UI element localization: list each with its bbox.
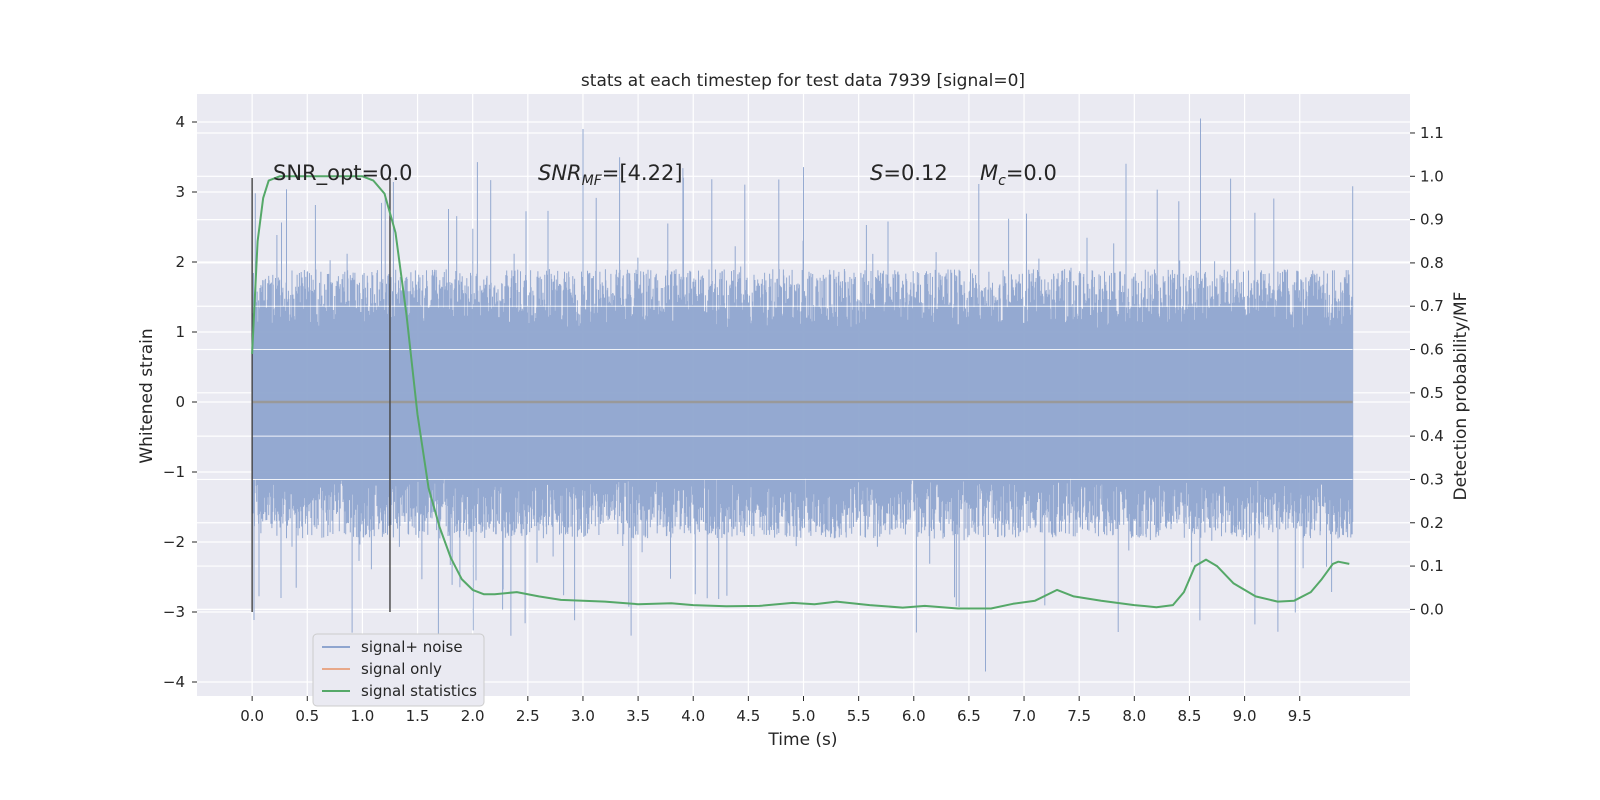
legend: signal+ noise signal only signal statist… [312,633,485,707]
y-right-tick-label: 0.6 [1420,341,1444,359]
y-right-tick-label: 0.5 [1420,384,1444,402]
x-tick-label: 7.0 [1012,707,1036,725]
y-right-tick-label: 0.1 [1420,557,1444,575]
y-right-tick-label: 0.8 [1420,254,1444,272]
y-left-tick-label: 3 [175,183,185,201]
s-label: S [870,161,883,185]
x-tick-label: 7.5 [1067,707,1091,725]
x-axis-label: Time (s) [767,730,837,750]
y-left-tick-label: 2 [175,253,185,271]
x-tick-label: 5.5 [847,707,871,725]
y-right-tick-label: 0.2 [1420,514,1444,532]
y-axis-left-ticks: 4 3 2 1 0 −1 −2 −3 −4 [163,113,197,691]
y-right-tick-label: 1.0 [1420,167,1444,185]
legend-label-noise: signal+ noise [361,638,463,656]
chart-title: stats at each timestep for test data 793… [581,71,1025,91]
y-axis-right-label: Detection probability/MF [1451,292,1471,501]
y-right-tick-label: 0.3 [1420,470,1444,488]
x-tick-label: 3.5 [626,707,650,725]
x-tick-label: 6.0 [902,707,926,725]
legend-box [312,633,485,707]
x-tick-label: 6.5 [957,707,981,725]
x-tick-label: 1.0 [350,707,374,725]
snr-mf-base: SNR [538,161,582,185]
y-left-tick-label: −1 [163,463,185,481]
snr-mf-value: =[4.22] [602,161,683,185]
vertical-markers [251,178,391,612]
x-tick-label: 0.0 [240,707,264,725]
s-value: =0.12 [883,161,947,185]
signal-noise-series [251,118,1354,672]
annotation-snr-opt: SNR_opt=0.0 [273,161,413,186]
y-left-tick-label: 1 [175,323,185,341]
statistics-line [251,175,1350,610]
legend-label-statistics: signal statistics [361,682,477,700]
y-axis-right-ticks: 1.1 1.0 0.9 0.8 0.7 0.6 0.5 0.4 0.3 0.2 0.1 0.0 [1410,124,1444,618]
x-tick-label: 2.5 [516,707,540,725]
y-left-tick-label: −2 [163,533,185,551]
x-tick-label: 1.5 [406,707,430,725]
x-axis-ticks: 0.0 0.5 1.0 1.5 2.0 2.5 3.0 3.5 4.0 4.5 5.0 5.5 6.0 6… [240,696,1312,725]
mc-sub: c [998,173,1006,189]
y-left-tick-label: −4 [163,673,185,691]
x-tick-label: 5.0 [792,707,816,725]
y-right-tick-label: 0.0 [1420,600,1444,618]
y-axis-left-label: Whitened strain [137,328,157,463]
x-tick-label: 8.0 [1122,707,1146,725]
y-right-tick-label: 0.7 [1420,297,1444,315]
legend-label-signal-only: signal only [361,660,442,678]
mc-value: =0.0 [1006,161,1057,185]
annotation-mc: Mc=0.0 [980,161,1057,189]
x-tick-label: 2.0 [461,707,485,725]
x-tick-label: 9.5 [1288,707,1312,725]
y-left-tick-label: −3 [163,603,185,621]
x-tick-label: 9.0 [1233,707,1257,725]
y-right-tick-label: 0.4 [1420,427,1444,445]
y-left-tick-label: 4 [175,113,185,131]
mc-label: M [980,161,998,185]
y-right-tick-label: 0.9 [1420,211,1444,229]
x-tick-label: 8.5 [1178,707,1202,725]
x-tick-label: 4.5 [736,707,760,725]
x-tick-label: 3.0 [571,707,595,725]
snr-mf-sub: MF [582,173,603,189]
annotation-s: S=0.12 [870,161,948,185]
annotation-snr-mf: SNRMF=[4.22] [538,161,683,189]
x-tick-label: 4.0 [681,707,705,725]
y-left-tick-label: 0 [175,393,185,411]
signal-statistics-series [251,175,1350,610]
x-tick-label: 0.5 [295,707,319,725]
y-right-tick-label: 1.1 [1420,124,1444,142]
